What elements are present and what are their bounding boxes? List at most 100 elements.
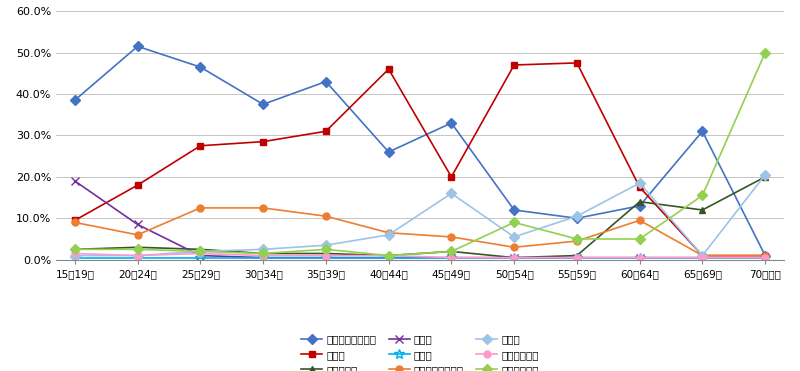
生活の利便性	[195, 249, 205, 254]
住　宅	[698, 253, 707, 258]
交通の利便性	[572, 255, 582, 260]
生活の利便性	[635, 237, 645, 241]
卒　業	[572, 255, 582, 260]
生活の利便性	[510, 220, 519, 224]
結婚・離婚・縁組	[133, 233, 142, 237]
Line: 就　学: 就 学	[70, 177, 770, 262]
就職・転職・転業	[70, 98, 80, 102]
転　勤	[698, 253, 707, 258]
卒　業	[70, 255, 80, 260]
退職・廃業	[384, 253, 394, 258]
結婚・離婚・縁組	[258, 206, 268, 210]
Line: 生活の利便性: 生活の利便性	[71, 49, 769, 259]
卒　業	[384, 255, 394, 260]
退職・廃業	[446, 249, 456, 254]
交通の利便性	[195, 251, 205, 256]
就　学	[510, 255, 519, 260]
住　宅	[572, 214, 582, 219]
卒　業	[446, 255, 456, 260]
就職・転職・転業	[446, 121, 456, 125]
就　学	[70, 179, 80, 183]
生活の利便性	[133, 247, 142, 252]
転　勤	[510, 63, 519, 67]
交通の利便性	[133, 253, 142, 258]
交通の利便性	[760, 255, 770, 260]
卒　業	[698, 255, 707, 260]
住　宅	[384, 233, 394, 237]
結婚・離婚・縁組	[70, 220, 80, 224]
転　勤	[195, 144, 205, 148]
転　勤	[760, 253, 770, 258]
退職・廃業	[698, 208, 707, 212]
生活の利便性	[321, 247, 330, 252]
転　勤	[446, 175, 456, 179]
退職・廃業	[133, 245, 142, 249]
結婚・離婚・縁組	[760, 253, 770, 258]
交通の利便性	[384, 253, 394, 258]
転　勤	[70, 218, 80, 223]
住　宅	[635, 181, 645, 185]
Line: 卒　業: 卒 業	[70, 253, 770, 263]
就職・転職・転業	[258, 102, 268, 106]
Line: 住　宅: 住 宅	[71, 171, 769, 259]
住　宅	[760, 173, 770, 177]
住　宅	[195, 249, 205, 254]
就　学	[698, 255, 707, 260]
住　宅	[446, 191, 456, 196]
Line: 退職・廃業: 退職・廃業	[71, 173, 769, 261]
退職・廃業	[572, 253, 582, 258]
結婚・離婚・縁組	[321, 214, 330, 219]
就職・転職・転業	[384, 150, 394, 154]
転　勤	[133, 183, 142, 187]
交通の利便性	[510, 255, 519, 260]
就　学	[321, 255, 330, 260]
就職・転職・転業	[321, 79, 330, 84]
退職・廃業	[760, 175, 770, 179]
結婚・離婚・縁組	[572, 239, 582, 243]
卒　業	[258, 255, 268, 260]
生活の利便性	[572, 237, 582, 241]
就職・転職・転業	[698, 129, 707, 134]
結婚・離婚・縁組	[446, 235, 456, 239]
Legend: 就職・転職・転業, 転　勤, 退職・廃業, 就　学, 卒　業, 結婚・離婚・縁組, 住　宅, 交通の利便性, 生活の利便性: 就職・転職・転業, 転 勤, 退職・廃業, 就 学, 卒 業, 結婚・離婚・縁組…	[302, 335, 538, 371]
卒　業	[195, 255, 205, 260]
退職・廃業	[321, 251, 330, 256]
就職・転職・転業	[510, 208, 519, 212]
Line: 転　勤: 転 勤	[71, 59, 769, 259]
交通の利便性	[446, 255, 456, 260]
住　宅	[258, 247, 268, 252]
卒　業	[321, 255, 330, 260]
住　宅	[133, 253, 142, 258]
就職・転職・転業	[133, 44, 142, 49]
就　学	[760, 255, 770, 260]
就　学	[384, 255, 394, 260]
生活の利便性	[384, 253, 394, 258]
生活の利便性	[760, 50, 770, 55]
退職・廃業	[195, 247, 205, 252]
転　勤	[384, 67, 394, 71]
転　勤	[635, 185, 645, 190]
住　宅	[321, 243, 330, 247]
卒　業	[510, 255, 519, 260]
交通の利便性	[698, 255, 707, 260]
就　学	[133, 222, 142, 227]
卒　業	[760, 255, 770, 260]
転　勤	[321, 129, 330, 134]
Line: 就職・転職・転業: 就職・転職・転業	[71, 43, 769, 259]
就職・転職・転業	[572, 216, 582, 220]
交通の利便性	[321, 253, 330, 258]
結婚・離婚・縁組	[384, 230, 394, 235]
生活の利便性	[70, 247, 80, 252]
就職・転職・転業	[635, 204, 645, 208]
生活の利便性	[446, 249, 456, 254]
卒　業	[635, 255, 645, 260]
就　学	[195, 253, 205, 258]
就職・転職・転業	[195, 65, 205, 69]
結婚・離婚・縁組	[510, 245, 519, 249]
交通の利便性	[70, 251, 80, 256]
退職・廃業	[635, 200, 645, 204]
生活の利便性	[258, 251, 268, 256]
住　宅	[510, 235, 519, 239]
就　学	[635, 255, 645, 260]
結婚・離婚・縁組	[635, 218, 645, 223]
